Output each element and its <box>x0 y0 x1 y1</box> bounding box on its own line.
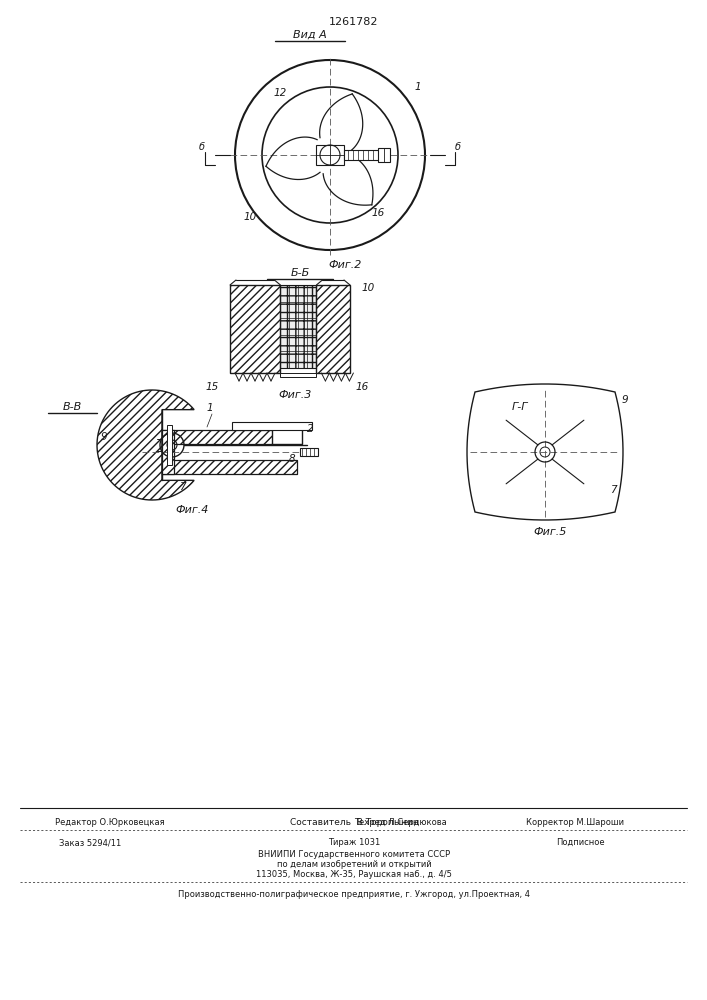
Polygon shape <box>97 390 194 500</box>
Text: Фиг.2: Фиг.2 <box>328 260 362 270</box>
Text: б: б <box>199 142 205 152</box>
Bar <box>300 448 318 456</box>
Bar <box>232 422 312 430</box>
Bar <box>230 285 281 373</box>
Text: 1: 1 <box>206 403 214 413</box>
Bar <box>162 430 174 474</box>
Bar <box>162 430 297 444</box>
Text: Составитель  В.Торопынин: Составитель В.Торопынин <box>290 818 419 827</box>
Text: 1: 1 <box>415 82 421 92</box>
Text: Фиг.5: Фиг.5 <box>533 527 567 537</box>
Text: Корректор М.Шароши: Корректор М.Шароши <box>526 818 624 827</box>
Text: 7: 7 <box>179 482 185 492</box>
Text: Редактор О.Юрковецкая: Редактор О.Юрковецкая <box>55 818 165 827</box>
Text: Б-Б: Б-Б <box>291 268 310 278</box>
Text: Г-Г: Г-Г <box>512 402 528 412</box>
Bar <box>272 424 302 444</box>
Text: 8: 8 <box>288 454 296 464</box>
Bar <box>272 424 302 444</box>
Bar <box>162 460 297 474</box>
Text: Техред Л.Сердюкова: Техред Л.Сердюкова <box>354 818 447 827</box>
Text: 15: 15 <box>205 382 218 392</box>
Text: 7: 7 <box>609 485 617 495</box>
Text: по делам изобретений и открытий: по делам изобретений и открытий <box>276 860 431 869</box>
Text: 113035, Москва, Ж-35, Раушская наб., д. 4/5: 113035, Москва, Ж-35, Раушская наб., д. … <box>256 870 452 879</box>
Text: Производственно-полиграфическое предприятие, г. Ужгород, ул.Проектная, 4: Производственно-полиграфическое предприя… <box>178 890 530 899</box>
Bar <box>281 285 317 368</box>
Text: 12: 12 <box>274 88 286 98</box>
Polygon shape <box>467 384 623 520</box>
Text: 10: 10 <box>362 283 375 293</box>
Text: 16: 16 <box>356 382 368 392</box>
Bar <box>317 285 350 373</box>
Bar <box>230 285 281 373</box>
Bar <box>167 425 172 465</box>
Bar <box>344 150 379 160</box>
Text: Фиг.3: Фиг.3 <box>279 390 312 400</box>
Text: Фиг.4: Фиг.4 <box>175 505 209 515</box>
Text: 9: 9 <box>100 432 107 442</box>
Bar <box>317 285 350 373</box>
Text: Подписное: Подписное <box>556 838 604 847</box>
Text: 9: 9 <box>621 395 629 405</box>
Text: 10: 10 <box>243 212 257 222</box>
Text: В-В: В-В <box>62 402 81 412</box>
Text: Тираж 1031: Тираж 1031 <box>328 838 380 847</box>
Text: б: б <box>455 142 461 152</box>
Bar <box>162 430 174 474</box>
Text: ВНИИПИ Государственного комитета СССР: ВНИИПИ Государственного комитета СССР <box>258 850 450 859</box>
Bar <box>281 373 317 377</box>
Text: 16: 16 <box>371 208 385 218</box>
Bar <box>162 460 297 474</box>
Bar <box>281 285 317 368</box>
Bar <box>162 430 297 444</box>
Text: 2: 2 <box>307 424 313 434</box>
Bar <box>316 145 344 165</box>
Text: Заказ 5294/11: Заказ 5294/11 <box>59 838 121 847</box>
Bar <box>378 148 390 162</box>
Text: Вид А: Вид А <box>293 30 327 40</box>
Text: 1261782: 1261782 <box>329 17 379 27</box>
